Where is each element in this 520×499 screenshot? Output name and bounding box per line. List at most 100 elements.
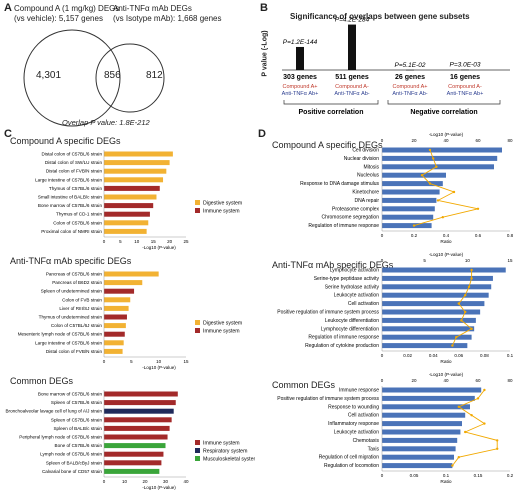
venn-overlap-count: 856 — [104, 70, 121, 81]
bar-label: Bone marrow of C57BL/6 strain — [38, 203, 103, 208]
bar-pvalue-label: P=1.2E-144 — [283, 39, 318, 46]
bar-label: Bronchoalveolar lavage cell of lung of A… — [5, 409, 102, 414]
bar-label: Leukocyte activation — [334, 293, 380, 299]
ratio-point — [457, 302, 460, 305]
top-axis-label: -Log10 (P-value) — [429, 132, 464, 137]
group-line1-label: Compound A+ — [392, 84, 427, 90]
bar-label: Thymus of undetermined strain — [39, 315, 103, 320]
bar — [382, 301, 485, 307]
bar — [382, 172, 446, 178]
bar-label: Response to wounding — [328, 404, 379, 410]
ratio-tick-label: 0.2 — [411, 233, 418, 238]
x-tick-label: 20 — [142, 479, 148, 484]
ratio-point — [496, 447, 499, 450]
bar-label: Mitosis — [363, 164, 379, 170]
top-tick-label: 10 — [465, 258, 471, 263]
top-axis-label: -Log10 (P-value) — [429, 252, 464, 257]
legend-label: Respiratory system — [203, 449, 247, 455]
group-line1-label: Compound A- — [335, 84, 369, 90]
bar — [104, 451, 164, 457]
bar-label: Regulation of cytokine production — [305, 343, 379, 349]
subpanel-title: Common DEGs — [10, 376, 74, 386]
bar — [104, 228, 147, 234]
bar — [382, 446, 456, 452]
bar — [382, 267, 506, 273]
bar — [104, 443, 166, 449]
legend-swatch — [195, 440, 200, 445]
bar — [382, 437, 458, 443]
tissue-enrichment-charts: Compound A specific DEGs Distal colon of … — [5, 136, 255, 490]
ratio-point — [420, 174, 424, 177]
x-tick-label: 10 — [122, 479, 128, 484]
positive-correlation-label: Positive correlation — [299, 109, 364, 116]
legend-label: Digestive system — [203, 201, 242, 207]
ratio-point — [452, 190, 456, 194]
x-tick-label: 20 — [167, 239, 173, 244]
ratio-point — [451, 464, 454, 467]
ratio-tick-label: 0.6 — [475, 233, 482, 238]
bar-label: Cell activation — [348, 301, 379, 307]
top-tick-label: 80 — [507, 138, 513, 143]
bar-label: Serine hydrolase activity — [325, 284, 380, 290]
top-tick-label: 0 — [381, 378, 384, 383]
venn-right-count: 812 — [146, 70, 163, 81]
ratio-point — [412, 224, 416, 227]
ratio-line — [452, 389, 498, 466]
ratio-tick-label: 0.1 — [443, 473, 450, 478]
venn-set2-label: Anti-TNFα mAb DEGs — [113, 4, 192, 13]
ratio-point — [435, 165, 438, 168]
group-line2-label: Anti-TNFα Ab+ — [282, 91, 319, 97]
venn-pvalue: Overlap P value: 1.8E-212 — [62, 118, 150, 127]
bar-label: Calvarial bone of CD57 strain — [42, 469, 102, 474]
ratio-point — [476, 397, 480, 400]
bar-label: Colon of FVB strain — [62, 297, 102, 302]
panel-label: B — [260, 2, 268, 14]
legend-swatch — [195, 328, 200, 333]
ratio-tick-label: 0.04 — [429, 353, 438, 358]
bar-label: Distal colon of SW/LU strain — [45, 160, 103, 165]
bar — [104, 408, 174, 414]
panel-label: A — [4, 2, 12, 14]
top-tick-label: 20 — [411, 378, 417, 383]
bar-label: Regulation of cell migration — [319, 455, 380, 461]
bar-label: Bone of C57BL/6 strain — [55, 443, 103, 448]
ratio-point — [428, 148, 432, 152]
x-tick-label: 5 — [130, 359, 133, 364]
legend-label: Digestive system — [203, 321, 242, 327]
bar — [382, 197, 437, 203]
x-axis-label: -Log10 (P-value) — [142, 365, 176, 370]
x-axis-label: Ratio — [440, 359, 452, 365]
top-tick-label: 60 — [475, 378, 481, 383]
bar — [104, 425, 170, 431]
bar-label: Lymphocyte activation — [330, 268, 380, 274]
subpanel-title: Compound A specific DEGs — [10, 136, 121, 146]
x-tick-label: 15 — [151, 239, 157, 244]
bar-label: Bone marrow of C57BL/6 strain — [38, 392, 103, 397]
negative-correlation-label: Negative correlation — [410, 109, 477, 116]
bar-pvalue-label: P=4.2E-284 — [335, 17, 370, 24]
ratio-point — [457, 456, 460, 459]
bar-label: Thymus of CD-1 strain — [56, 212, 102, 217]
ratio-point — [470, 268, 473, 272]
bar — [382, 317, 476, 323]
x-tick-label: 5 — [119, 239, 122, 244]
bar — [382, 343, 468, 349]
bar — [104, 468, 160, 474]
bar-label: Serine-type peptidase activity — [314, 276, 380, 282]
bar-label: Large intestine of C57BL/6 strain — [35, 340, 102, 345]
bar-label: Nucleolus — [357, 173, 379, 179]
bar — [382, 206, 435, 212]
bar-label: Spleen of BALB/cByJ strain — [46, 460, 103, 465]
x-tick-label: 15 — [183, 359, 189, 364]
bar-pvalue-label: P=5.1E-02 — [395, 62, 426, 69]
bar — [461, 69, 469, 71]
bar — [382, 463, 453, 469]
top-tick-label: 80 — [507, 378, 513, 383]
panel-c: C Compound A specific DEGs Distal colon o… — [0, 128, 255, 499]
legend-swatch — [195, 320, 200, 325]
bar — [104, 460, 162, 466]
chart-title: Significance of overlaps between gene su… — [290, 12, 470, 21]
group-line2-label: Anti-TNFα Ab+ — [447, 91, 484, 97]
bar — [296, 46, 304, 70]
venn-set2-sub: (vs Isotype mAb): 1,668 genes — [113, 14, 222, 23]
